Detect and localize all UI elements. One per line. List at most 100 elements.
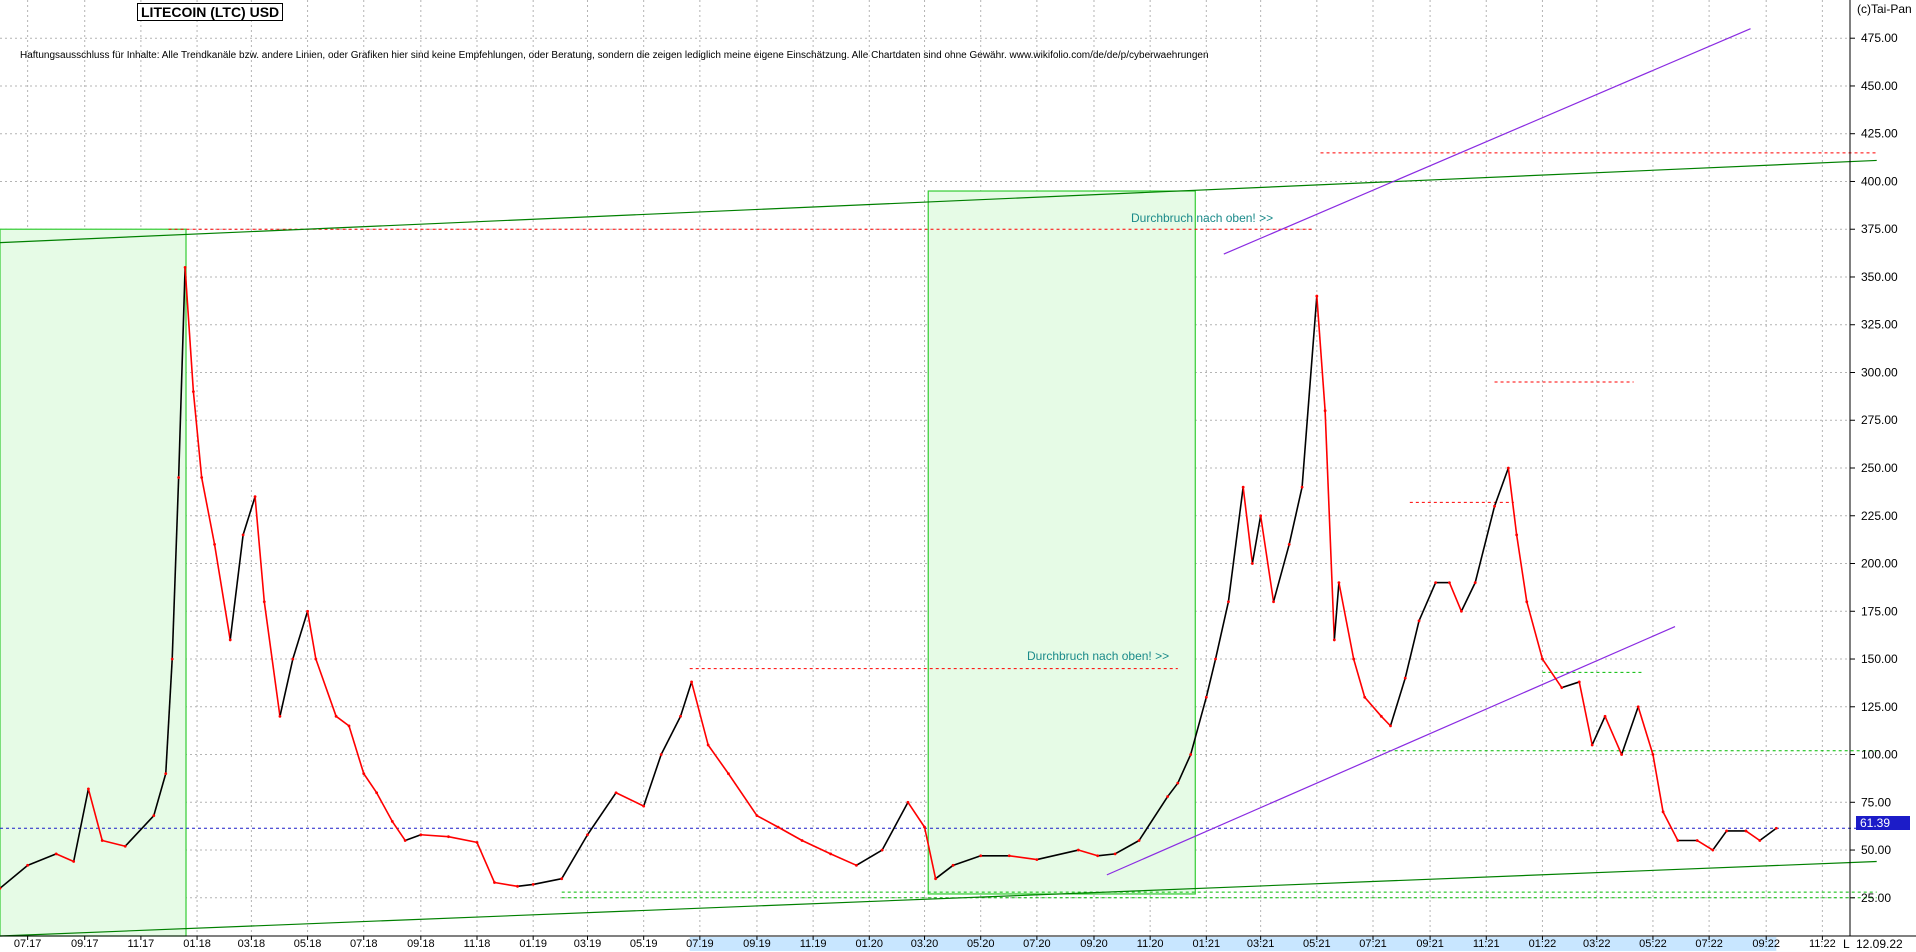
x-tick-label: 07:22 [1695,938,1723,950]
price-segment [1637,706,1654,755]
price-point [1651,753,1655,756]
price-point [170,657,174,661]
price-point [679,714,682,718]
price-segment [1009,854,1037,861]
price-point [1448,581,1451,585]
y-tick-label: 475.00 [1861,31,1898,45]
price-segment [1316,296,1326,411]
price-segment [315,658,337,717]
price-point [1337,581,1341,585]
price-segment [1662,811,1679,841]
price-segment [1652,754,1664,812]
price-point [1711,848,1715,852]
price-point [1389,724,1392,728]
price-segment [707,744,730,775]
price-point [1506,466,1510,470]
price-point [951,863,955,867]
price-segment [1448,582,1463,612]
price-segment [561,834,589,880]
price-segment [1167,782,1179,798]
price-segment [1591,715,1606,746]
price-point [1096,854,1100,858]
x-tick-label: 09.17 [71,938,99,950]
price-point [123,844,127,848]
price-point [1166,795,1170,798]
price-segment [348,725,365,774]
price-point [1379,714,1383,718]
price-segment [1507,467,1518,535]
y-tick-label: 225.00 [1861,509,1898,523]
x-tick-label: 11:22 [1809,938,1836,950]
price-point [177,476,181,479]
price-segment [242,496,256,536]
price-point [1259,514,1263,518]
price-segment [679,681,693,717]
price-point [191,390,195,393]
x-tick-label: 11.20 [1137,938,1164,950]
price-segment [1561,681,1580,689]
price-segment [777,826,803,842]
y-tick-label: 75.00 [1861,795,1891,809]
y-tick-label: 250.00 [1861,461,1898,475]
price-segment [363,773,378,794]
price-point [1076,848,1080,852]
price-segment [102,839,126,847]
last-price-badge: 61.39 [1856,816,1910,830]
price-point [1725,829,1729,833]
price-point [1493,504,1496,508]
price-point [0,886,2,890]
price-point [1676,839,1680,842]
x-tick-label: 05.19 [630,938,658,950]
price-point [1287,543,1291,546]
price-segment [1515,534,1528,602]
price-segment [830,853,857,867]
price-segment [494,881,518,888]
price-segment [1460,582,1476,612]
price-segment [1177,754,1192,784]
price-point [979,854,983,858]
price-segment [1189,697,1208,755]
price-point [614,791,618,795]
price-point [200,476,204,479]
x-tick-label: 03:21 [1247,938,1275,950]
price-series [0,266,1778,890]
price-segment [391,820,406,841]
price-segment [55,853,74,863]
price-segment [1404,620,1420,679]
price-segment [1259,515,1275,602]
x-tick-label: 09:21 [1416,938,1444,950]
price-point [880,848,884,852]
price-segment [448,835,478,844]
price-point [1189,753,1193,756]
price-segment [229,534,244,641]
price-segment [375,792,393,822]
x-tick-label: 07.20 [1023,938,1051,950]
x-tick-label: 03:22 [1583,938,1611,950]
price-segment [1301,296,1318,488]
y-tick-label: 150.00 [1861,652,1898,666]
y-tick-label: 125.00 [1861,700,1898,714]
trendline-channel_top [0,159,1877,244]
price-segment [1759,827,1777,842]
price-point [1137,839,1141,842]
price-segment [177,267,186,478]
price-segment [1418,582,1437,622]
price-segment [1338,582,1355,660]
x-tick-label: 01.20 [856,938,884,950]
price-segment [1138,796,1169,841]
price-point [1515,533,1519,537]
price-segment [1078,849,1098,857]
y-tick-label: 350.00 [1861,270,1898,284]
price-segment [404,834,422,842]
price-segment [1712,830,1728,851]
x-tick-label: 05.20 [967,938,995,950]
price-segment [153,773,167,816]
price-segment [1097,853,1116,857]
price-point [213,543,216,546]
price-segment [213,544,232,641]
price-segment [923,826,937,879]
price-point [1300,485,1304,489]
price-point [164,772,168,776]
x-tick-label: 11.17 [128,938,155,950]
